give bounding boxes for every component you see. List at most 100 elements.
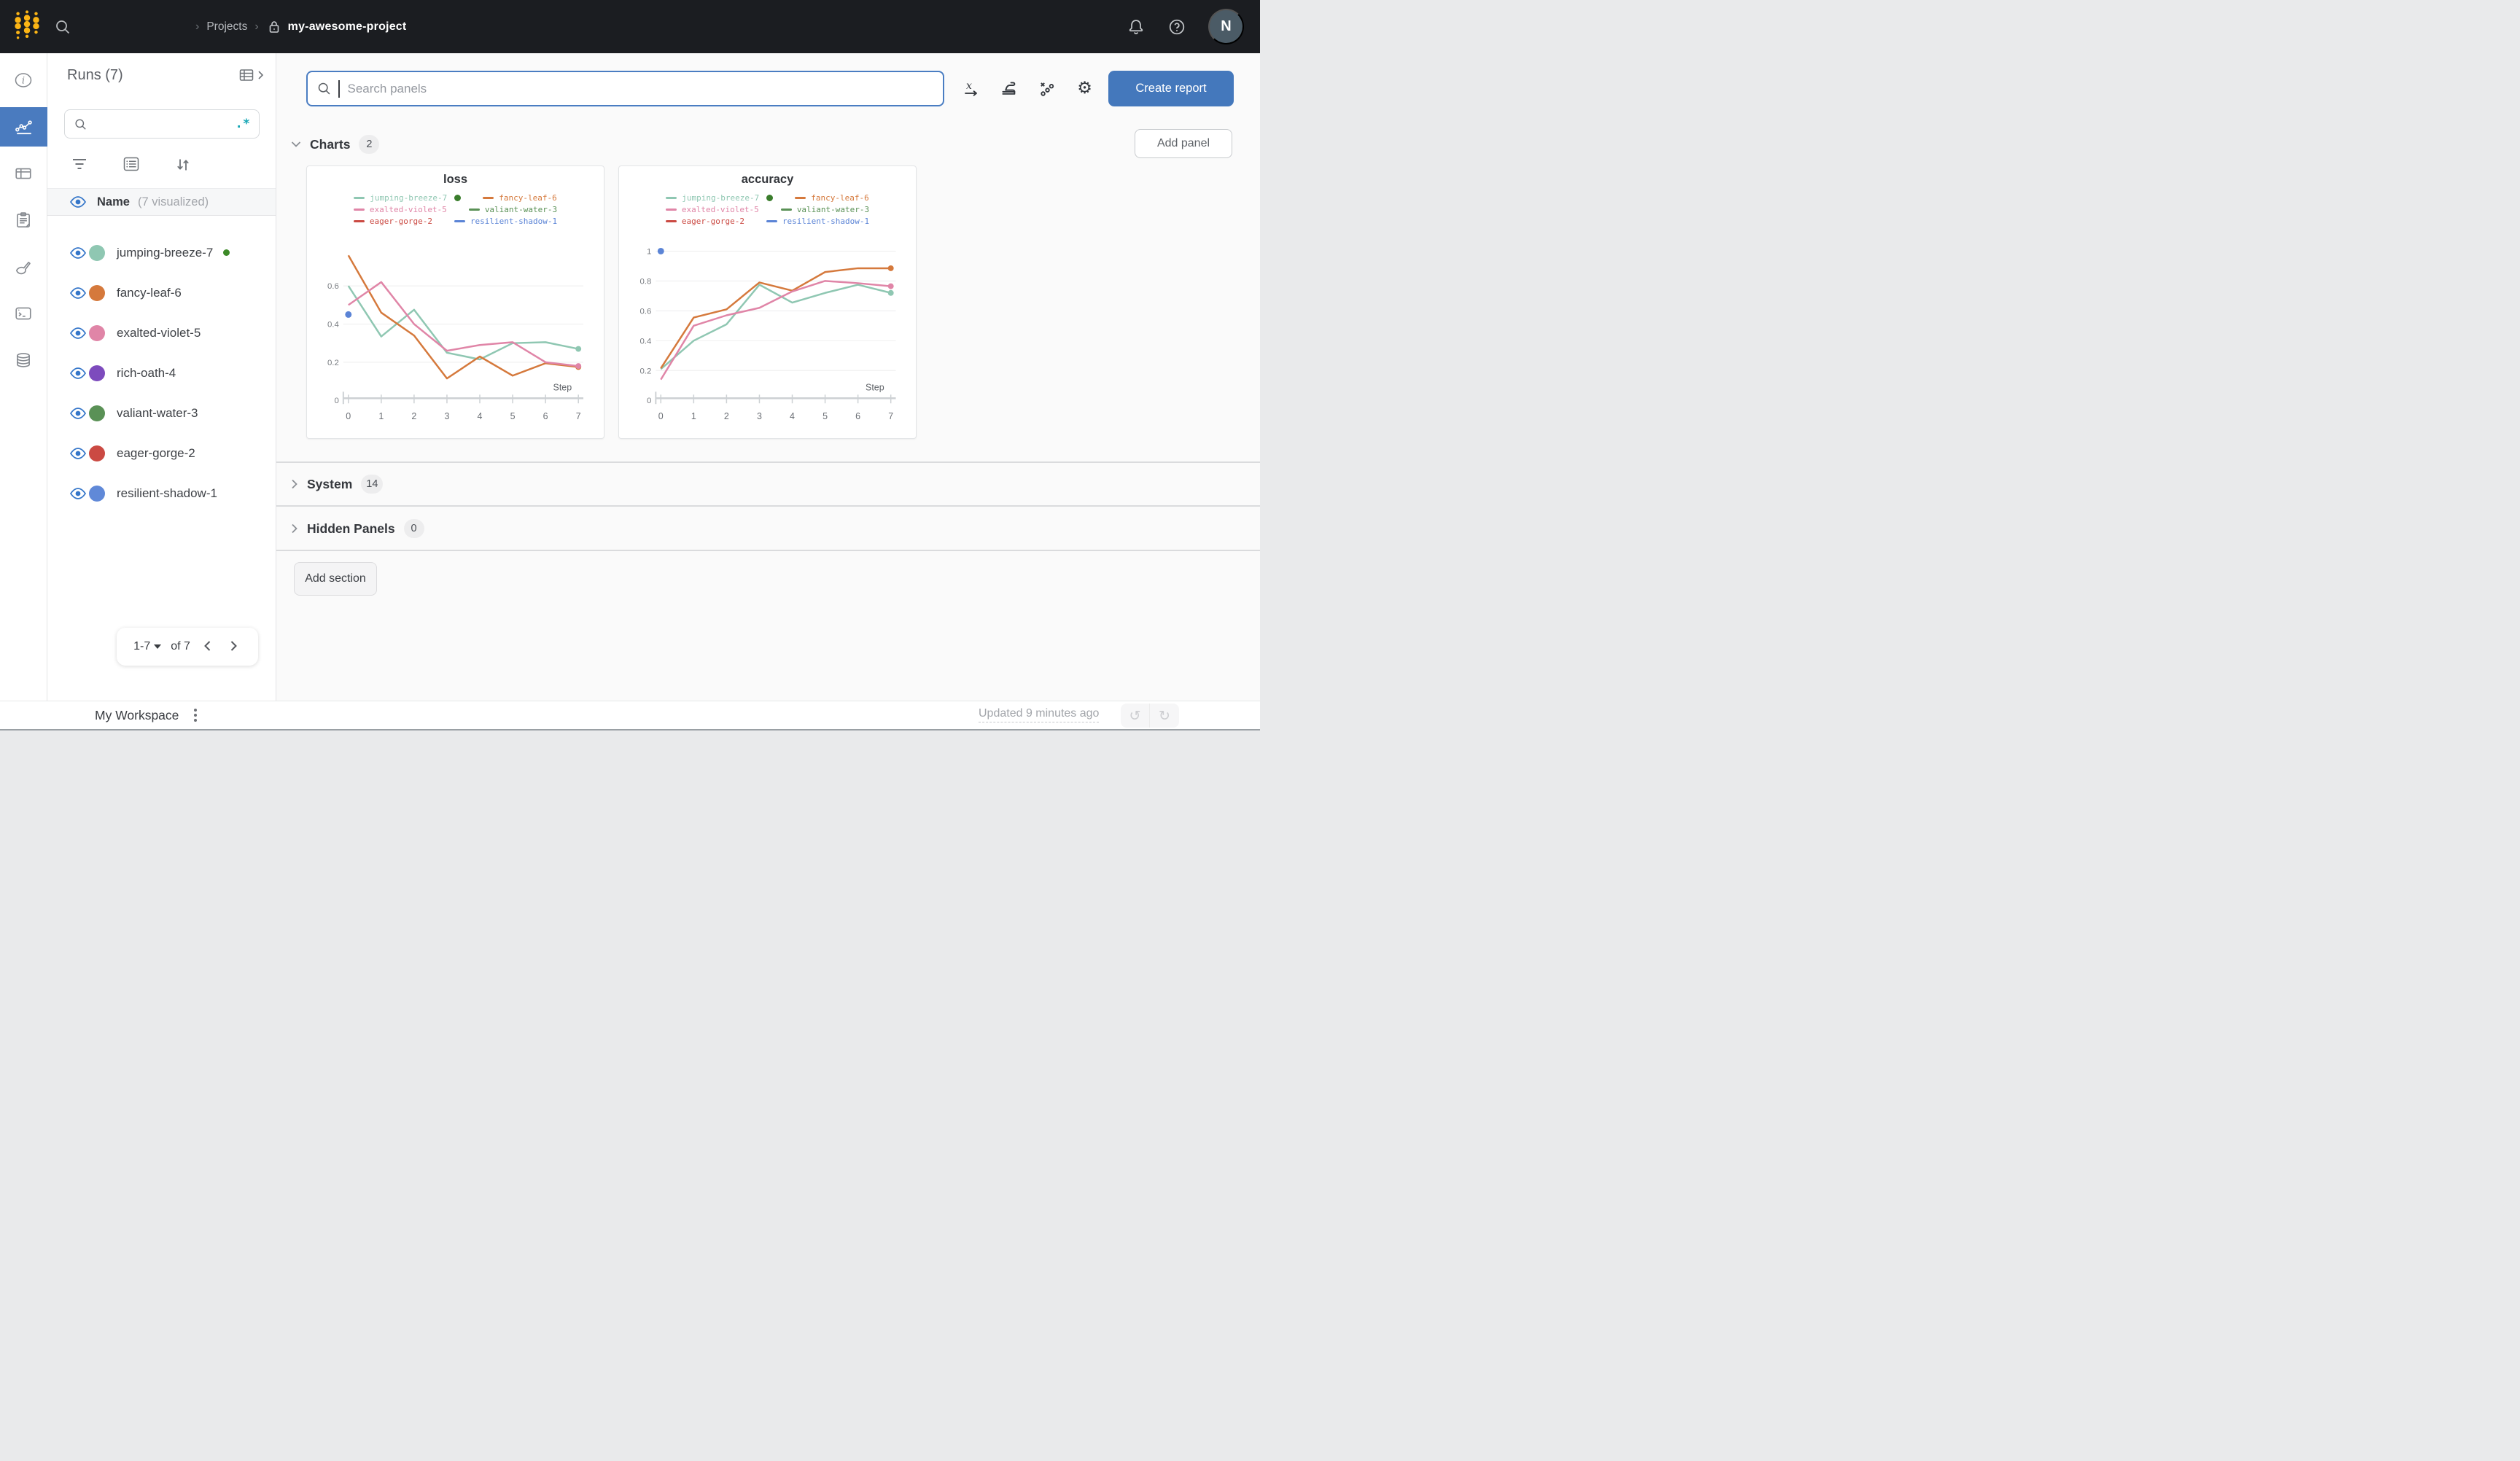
sort-icon[interactable] [174,156,192,174]
charts-section-header[interactable]: Charts 2 [291,135,380,154]
workspace-menu-kebab-icon[interactable] [190,706,201,724]
wandb-logo-dots [15,10,39,39]
clipboard-icon[interactable] [0,200,47,240]
run-visibility-eye-icon[interactable] [69,487,87,499]
runs-toolbar [70,156,192,174]
svg-text:6: 6 [543,411,548,421]
chart-legend: jumping-breeze-7 fancy-leaf-6 exalted-viol… [619,193,916,226]
legend-run-name: fancy-leaf-6 [499,193,557,203]
chevron-right-icon [291,523,298,534]
create-report-button[interactable]: Create report [1108,71,1234,106]
left-icon-rail: i [0,53,47,701]
run-visibility-eye-icon[interactable] [69,287,87,299]
run-row[interactable]: fancy-leaf-6 [47,273,276,313]
run-color-dot [89,284,105,301]
run-color-dot [89,445,105,461]
hidden-panels-section-header[interactable]: Hidden Panels 0 [291,519,424,538]
svg-text:7: 7 [888,411,893,421]
gear-glyph: ⚙ [1077,79,1092,98]
filter-icon[interactable] [70,156,88,174]
info-icon[interactable]: i [0,61,47,100]
series-exalted-violet-5 [348,281,579,367]
run-row[interactable]: exalted-violet-5 [47,313,276,353]
add-section-button[interactable]: Add section [294,562,377,596]
run-row[interactable]: resilient-shadow-1 [47,473,276,513]
run-color-dot [89,244,105,261]
section-label: System [307,476,353,491]
legend-swatch [666,196,677,200]
breadcrumb-project-link[interactable]: my-awesome-project [287,20,407,33]
expand-runs-table-icon[interactable] [239,69,264,82]
svg-text:0.6: 0.6 [327,282,339,291]
sweeps-brush-icon[interactable] [0,247,47,287]
legend-item: resilient-shadow-1 [766,217,869,226]
next-page-chevron-icon[interactable] [225,639,241,655]
run-name: fancy-leaf-6 [117,285,182,300]
legend-swatch [354,196,365,200]
run-name: resilient-shadow-1 [117,486,217,500]
breadcrumb-projects-link[interactable]: Projects [206,20,248,33]
notifications-bell-icon[interactable] [1127,17,1146,36]
panel-search-input[interactable] [346,80,934,97]
legend-run-name: exalted-violet-5 [681,205,759,214]
svg-text:0: 0 [658,411,664,421]
redo-icon[interactable]: ↻ [1150,704,1179,728]
run-visibility-eye-icon[interactable] [69,447,87,459]
run-visibility-eye-icon[interactable] [69,327,87,339]
legend-row: eager-gorge-2 resilient-shadow-1 [307,217,604,226]
loss-chart-panel[interactable]: loss jumping-breeze-7 fancy-leaf-6 exalted… [306,165,604,439]
settings-gear-icon[interactable]: ⚙ [1075,79,1094,98]
help-icon[interactable] [1167,17,1186,36]
run-row[interactable]: valiant-water-3 [47,393,276,433]
run-row[interactable]: rich-oath-4 [47,353,276,393]
toggle-all-visibility-eye-icon[interactable] [69,196,87,208]
wandb-logo[interactable] [12,9,44,45]
group-list-icon[interactable] [122,156,140,174]
topbar: › Projects › my-awesome-project N [0,0,1260,53]
run-visibility-eye-icon[interactable] [69,407,87,419]
undo-icon[interactable]: ↺ [1121,704,1150,728]
run-row[interactable]: eager-gorge-2 [47,433,276,473]
svg-text:4: 4 [478,411,483,421]
text-cursor [338,79,340,98]
global-search-icon[interactable] [54,18,71,36]
run-row[interactable]: jumping-breeze-7 [47,233,276,273]
runs-search-input[interactable] [93,117,230,131]
workspace-line-chart-icon[interactable] [0,107,47,147]
legend-item: valiant-water-3 [468,205,557,214]
runs-table-icon[interactable] [0,154,47,193]
legend-item: valiant-water-3 [780,205,869,214]
legend-run-name: exalted-violet-5 [369,205,447,214]
run-name: rich-oath-4 [117,365,176,380]
legend-run-name: eager-gorge-2 [681,217,744,226]
legend-swatch [766,219,777,223]
x-axis-settings-icon[interactable]: x [961,79,981,98]
terminal-icon[interactable] [0,294,47,333]
svg-text:1: 1 [378,411,384,421]
workspace-name: My Workspace [95,707,179,722]
runs-title: Runs (7) [67,67,123,83]
page-range-dropdown[interactable]: 1-7 [133,640,162,653]
svg-text:4: 4 [790,411,795,421]
regex-toggle[interactable]: .* [235,116,250,131]
run-visibility-eye-icon[interactable] [69,367,87,379]
accuracy-chart: 0 0.2 0.4 0.6 0.8 1 0 1 2 3 4 5 6 7 Step [639,247,896,421]
run-name: jumping-breeze-7 [117,245,214,260]
artifacts-database-icon[interactable] [0,340,47,380]
svg-text:5: 5 [822,411,828,421]
avatar[interactable]: N [1208,9,1244,44]
outliers-scatter-icon[interactable] [1037,79,1057,98]
section-label: Charts [310,136,351,152]
system-section-header[interactable]: System 14 [291,475,384,494]
accuracy-chart-panel[interactable]: accuracy jumping-breeze-7 fancy-leaf-6 exa… [618,165,917,439]
smoothing-iron-icon[interactable] [999,79,1019,98]
workspace-footer: My Workspace Updated 9 minutes ago ↺ ↻ [0,701,1260,730]
prev-page-chevron-icon[interactable] [200,639,216,655]
pagination: 1-7 of 7 [117,628,258,666]
add-panel-button[interactable]: Add panel [1135,129,1232,158]
breadcrumb-separator: › [195,20,200,33]
legend-swatch [795,196,806,200]
run-visibility-eye-icon[interactable] [69,246,87,259]
legend-run-name: jumping-breeze-7 [682,193,760,203]
svg-text:0.8: 0.8 [639,277,651,286]
